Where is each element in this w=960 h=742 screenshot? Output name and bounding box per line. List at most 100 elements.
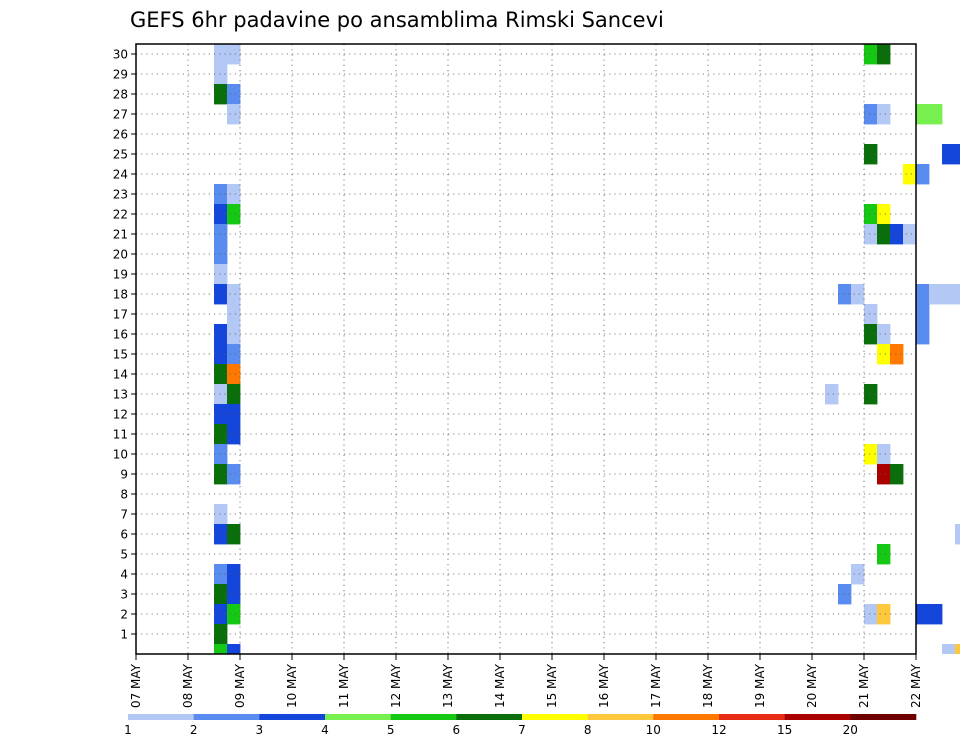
y-tick-label: 9 [120, 468, 128, 482]
precip-cell [890, 344, 904, 365]
y-tick-label: 10 [113, 448, 128, 462]
legend-swatch [522, 714, 588, 720]
precip-cell [864, 384, 878, 405]
y-tick-label: 2 [120, 608, 128, 622]
precip-cell [227, 204, 241, 225]
legend-label: 2 [190, 723, 198, 737]
precip-cell [227, 644, 241, 654]
precip-cell [890, 464, 904, 485]
y-tick-label: 16 [113, 328, 128, 342]
x-tick-label: 11 MAY [337, 663, 351, 708]
y-tick-label: 23 [113, 188, 128, 202]
precip-cell [214, 584, 228, 605]
precip-cell [942, 644, 956, 654]
y-tick-label: 8 [120, 488, 128, 502]
y-tick-label: 20 [113, 248, 128, 262]
precip-cell [214, 364, 228, 385]
precip-cell [877, 104, 891, 125]
precip-cell [227, 184, 241, 205]
y-tick-label: 15 [113, 348, 128, 362]
legend-label: 8 [584, 723, 592, 737]
x-tick-label: 19 MAY [753, 663, 767, 708]
precip-cell [877, 464, 891, 485]
precip-cell [955, 524, 960, 545]
precip-cell [227, 104, 241, 125]
precip-cell [929, 104, 943, 125]
precip-cell [227, 404, 241, 425]
x-tick-label: 15 MAY [545, 663, 559, 708]
legend-label: 7 [518, 723, 526, 737]
precip-cell [877, 604, 891, 625]
precip-cell [227, 364, 241, 385]
precip-cell [877, 344, 891, 365]
x-tick-label: 08 MAY [181, 663, 195, 708]
legend-swatch [128, 714, 194, 720]
precip-cell [903, 164, 917, 185]
precip-cell [214, 64, 228, 85]
precip-cell [227, 564, 241, 585]
legend-label: 3 [255, 723, 263, 737]
legend-label: 5 [387, 723, 395, 737]
precip-cell [942, 284, 956, 305]
legend-label: 15 [777, 723, 792, 737]
precip-cell [955, 144, 960, 165]
grid-layer [136, 44, 916, 654]
precip-cell [825, 384, 839, 405]
x-tick-label: 12 MAY [389, 663, 403, 708]
x-tick-label: 07 MAY [129, 663, 143, 708]
legend-swatch [719, 714, 785, 720]
x-tick-label: 10 MAY [285, 663, 299, 708]
y-tick-label: 29 [113, 68, 128, 82]
precip-cell [227, 464, 241, 485]
legend-label: 6 [452, 723, 460, 737]
precip-cell [929, 284, 943, 305]
precip-cell [916, 104, 930, 125]
precip-cell [929, 604, 943, 625]
legend-swatch [325, 714, 391, 720]
precip-cell [838, 284, 852, 305]
y-tick-label: 22 [113, 208, 128, 222]
precip-cell [227, 424, 241, 445]
precip-cell [227, 84, 241, 105]
precip-cell [214, 504, 228, 525]
precip-cell [864, 144, 878, 165]
x-tick-label: 14 MAY [493, 663, 507, 708]
precip-cell [214, 204, 228, 225]
legend-swatch [587, 714, 654, 720]
precip-cell [864, 224, 878, 245]
precip-cell [227, 584, 241, 605]
y-tick-label: 27 [113, 108, 128, 122]
legend-label: 10 [646, 723, 661, 737]
precip-cell [916, 304, 930, 325]
legend-swatch [259, 714, 326, 720]
y-tick-label: 3 [120, 588, 128, 602]
x-tick-label: 18 MAY [701, 663, 715, 708]
y-tick-label: 24 [113, 168, 128, 182]
precip-cell [864, 44, 878, 65]
precip-cell [877, 204, 891, 225]
y-tick-label: 21 [113, 228, 128, 242]
y-tick-label: 12 [113, 408, 128, 422]
x-tick-label: 13 MAY [441, 663, 455, 708]
precip-cell [916, 604, 930, 625]
precip-cell [214, 284, 228, 305]
legend-label: 12 [711, 723, 726, 737]
precip-cell [955, 284, 960, 305]
precip-cell [877, 444, 891, 465]
y-tick-label: 28 [113, 88, 128, 102]
x-tick-label: 16 MAY [597, 663, 611, 708]
precip-cell [214, 324, 228, 345]
legend-swatch [193, 714, 260, 720]
precip-cell [916, 324, 930, 345]
precip-cell [214, 184, 228, 205]
precip-cell [864, 324, 878, 345]
precip-cell [214, 624, 228, 645]
precip-cell [227, 324, 241, 345]
precip-cell [942, 144, 956, 165]
x-axis: 07 MAY 08 MAY 09 MAY 10 MAY 11 MAY 12 MAY 13 M… [129, 654, 923, 708]
precip-cell [227, 284, 241, 305]
precip-cell [838, 584, 852, 605]
y-tick-label: 25 [113, 148, 128, 162]
precip-cell [227, 604, 241, 625]
